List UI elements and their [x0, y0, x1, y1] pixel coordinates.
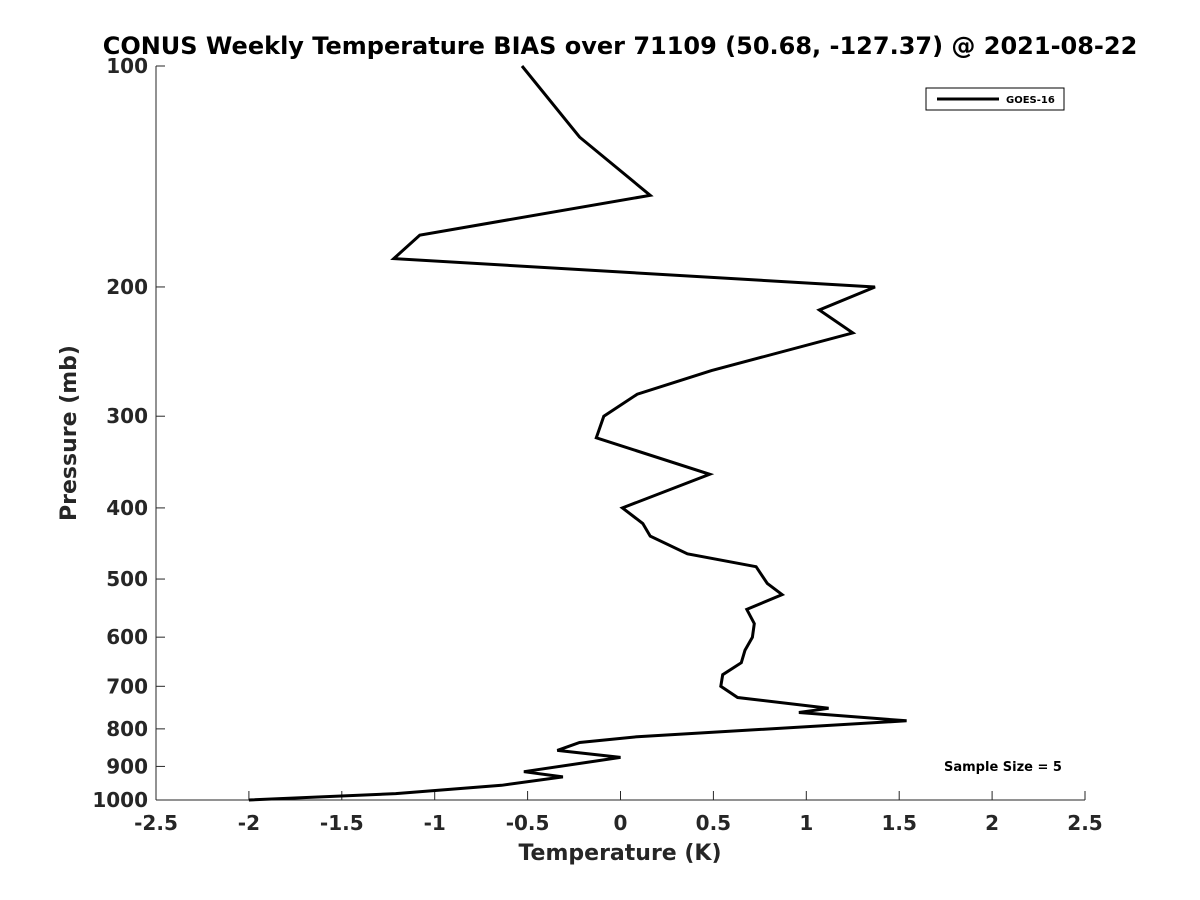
x-tick-label: 2.5 [1067, 811, 1102, 835]
y-tick-label: 100 [106, 54, 148, 78]
x-tick-label: -1 [424, 811, 446, 835]
y-tick-label: 600 [106, 625, 148, 649]
y-tick-label: 300 [106, 404, 148, 428]
y-tick-label: 400 [106, 496, 148, 520]
chart-title: CONUS Weekly Temperature BIAS over 71109… [103, 32, 1138, 60]
x-axis-label: Temperature (K) [518, 841, 721, 866]
x-tick-label: 0 [614, 811, 628, 835]
legend-label: GOES-16 [1006, 95, 1055, 106]
y-tick-label: 500 [106, 567, 148, 591]
x-tick-label: -1.5 [320, 811, 364, 835]
sample-size-annotation: Sample Size = 5 [944, 760, 1062, 775]
y-axis-label: Pressure (mb) [57, 345, 82, 521]
x-tick-label: 2 [985, 811, 999, 835]
x-tick-label: 1 [799, 811, 813, 835]
x-tick-label: -2 [238, 811, 260, 835]
x-tick-label: 0.5 [696, 811, 731, 835]
series-layer [248, 65, 907, 802]
y-tick-label: 800 [106, 717, 148, 741]
x-ticks: -2.5 -2 -1.5 -1 -0.5 0 0.5 1 1.5 2 2.5 [134, 791, 1103, 835]
y-tick-label: 200 [106, 275, 148, 299]
series-line-goes-16 [248, 65, 907, 802]
x-tick-label: 1.5 [881, 811, 916, 835]
legend: GOES-16 [925, 87, 1065, 111]
y-ticks: 100 200 300 400 500 600 700 800 900 1000 [92, 54, 165, 812]
x-tick-label: -2.5 [134, 811, 178, 835]
x-tick-label: -0.5 [506, 811, 550, 835]
axes [155, 66, 1085, 801]
y-tick-label: 900 [106, 754, 148, 778]
y-tick-label: 1000 [92, 788, 148, 812]
y-tick-label: 700 [106, 674, 148, 698]
